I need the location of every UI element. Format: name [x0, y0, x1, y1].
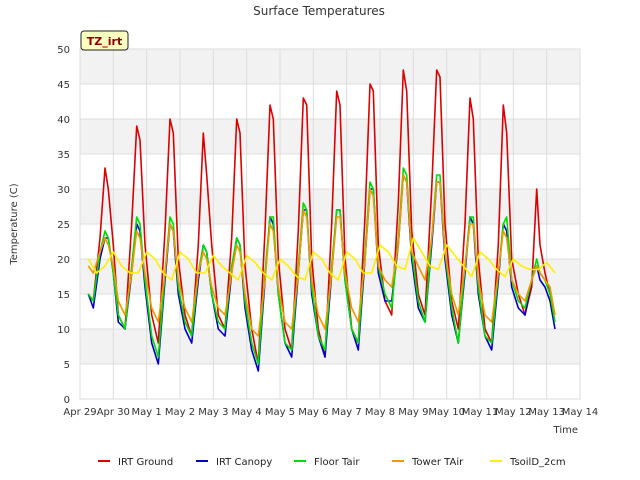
y-tick-label: 25 [57, 220, 70, 231]
legend-label: IRT Canopy [216, 457, 272, 468]
grid-band [80, 119, 580, 154]
x-tick-label: May 4 [232, 407, 262, 418]
y-axis-title: Temperature (C) [9, 183, 20, 265]
y-axis-ticks: 0 5 10 15 20 25 30 35 40 45 50 [57, 45, 70, 406]
y-tick-label: 40 [57, 115, 70, 126]
legend-item-floor-tair: Floor Tair [294, 457, 360, 468]
y-tick-label: 20 [57, 255, 70, 266]
x-tick-label: May 2 [165, 407, 195, 418]
x-tick-label: May 8 [365, 407, 395, 418]
x-tick-label: Apr 29 [63, 407, 96, 418]
y-tick-label: 30 [57, 185, 70, 196]
x-axis-title: Time [553, 425, 578, 436]
y-tick-label: 10 [57, 325, 70, 336]
legend-item-irt-ground: IRT Ground [98, 457, 173, 468]
x-tick-label: May 9 [398, 407, 428, 418]
series-lines [87, 69, 556, 372]
plot-area [79, 48, 581, 400]
x-axis-ticks: Apr 29 Apr 30 May 1 May 2 May 3 May 4 May 5 May… [63, 407, 598, 418]
grid-band [80, 189, 580, 224]
y-tick-label: 50 [57, 45, 70, 56]
grid-band [80, 329, 580, 364]
y-tick-label: 35 [57, 150, 70, 161]
legend-item-tower-tair: Tower TAir [392, 457, 464, 468]
series-line-tsoild-2cm [87, 237, 556, 281]
tz-badge-box [80, 30, 129, 51]
x-tick-label: May 10 [428, 407, 465, 418]
x-tick-label: May 3 [198, 407, 228, 418]
legend-label: TsoilD_2cm [509, 457, 566, 468]
y-tick-label: 0 [64, 395, 70, 406]
legend-label: IRT Ground [118, 457, 173, 468]
y-tick-label: 5 [64, 360, 70, 371]
x-tick-label: May 7 [332, 407, 362, 418]
x-tick-label: May 11 [462, 407, 499, 418]
x-tick-label: May 5 [265, 407, 295, 418]
x-tick-label: May 12 [495, 407, 532, 418]
legend: IRT Ground IRT Canopy Floor Tair Tower TAir… [98, 457, 566, 468]
x-tick-label: May 1 [132, 407, 162, 418]
x-tick-label: May 6 [298, 407, 328, 418]
legend-item-irt-canopy: IRT Canopy [196, 457, 272, 468]
series-line-tower-tair [87, 174, 556, 337]
x-tick-label: May 14 [562, 407, 599, 418]
y-tick-label: 15 [57, 290, 70, 301]
y-tick-label: 45 [57, 80, 70, 91]
x-tick-label: Apr 30 [97, 407, 130, 418]
chart-title: Surface Temperatures [253, 4, 385, 18]
legend-label: Tower TAir [411, 457, 464, 468]
legend-item-tsoild-2cm: TsoilD_2cm [490, 457, 566, 468]
grid-band [80, 49, 580, 84]
x-tick-label: May 13 [528, 407, 565, 418]
legend-label: Floor Tair [314, 457, 360, 468]
tz-badge: TZ_irt [80, 30, 129, 51]
tz-badge-label: TZ_irt [87, 35, 122, 48]
